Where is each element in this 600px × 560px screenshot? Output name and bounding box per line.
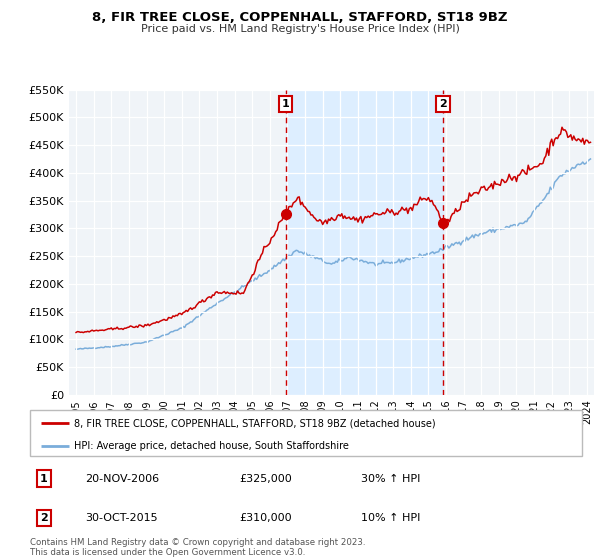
Text: 10% ↑ HPI: 10% ↑ HPI [361,513,421,523]
Text: 8, FIR TREE CLOSE, COPPENHALL, STAFFORD, ST18 9BZ (detached house): 8, FIR TREE CLOSE, COPPENHALL, STAFFORD,… [74,418,436,428]
Text: Price paid vs. HM Land Registry's House Price Index (HPI): Price paid vs. HM Land Registry's House … [140,24,460,34]
Text: 1: 1 [40,474,47,484]
Text: HPI: Average price, detached house, South Staffordshire: HPI: Average price, detached house, Sout… [74,441,349,451]
Text: 30% ↑ HPI: 30% ↑ HPI [361,474,421,484]
Text: Contains HM Land Registry data © Crown copyright and database right 2023.
This d: Contains HM Land Registry data © Crown c… [30,538,365,557]
Text: 2: 2 [439,99,447,109]
Text: 1: 1 [282,99,290,109]
Text: 20-NOV-2006: 20-NOV-2006 [85,474,160,484]
Bar [286,90,443,395]
Text: £310,000: £310,000 [240,513,292,523]
Text: 30-OCT-2015: 30-OCT-2015 [85,513,158,523]
Text: £325,000: £325,000 [240,474,293,484]
Text: 8, FIR TREE CLOSE, COPPENHALL, STAFFORD, ST18 9BZ: 8, FIR TREE CLOSE, COPPENHALL, STAFFORD,… [92,11,508,24]
FancyBboxPatch shape [30,410,582,456]
Text: 2: 2 [40,513,47,523]
